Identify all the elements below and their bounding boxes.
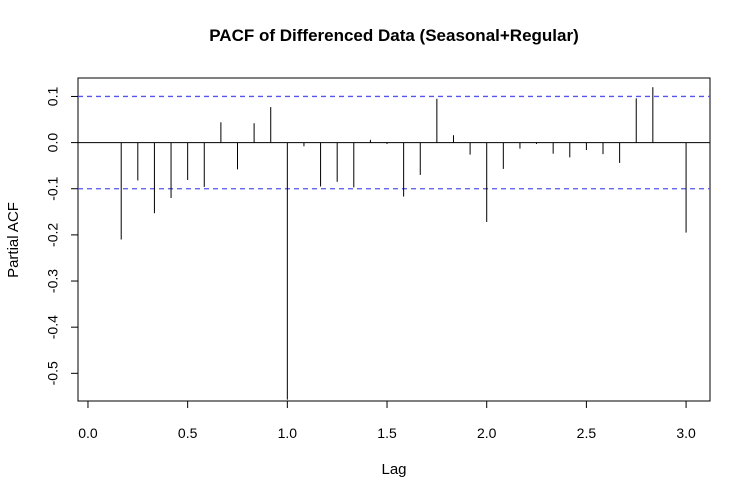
y-tick-label: 0.1 — [45, 87, 61, 107]
y-tick-label: -0.5 — [45, 361, 61, 385]
x-tick-label: 0.0 — [78, 425, 98, 441]
y-axis: -0.5 -0.4 -0.3 -0.2 -0.1 0.0 0.1 — [45, 87, 79, 385]
x-tick-label: 3.0 — [676, 425, 696, 441]
x-tick-label: 0.5 — [178, 425, 198, 441]
y-tick-label: -0.2 — [45, 223, 61, 247]
y-axis-label: Partial ACF — [5, 202, 22, 278]
confidence-bounds — [78, 95, 710, 190]
pacf-bars — [120, 87, 687, 400]
x-tick-label: 1.5 — [377, 425, 397, 441]
y-tick-label: -0.3 — [45, 269, 61, 293]
y-tick-label: 0.0 — [45, 133, 61, 153]
chart-title: PACF of Differenced Data (Seasonal+Regul… — [209, 26, 579, 45]
plot-frame — [77, 77, 711, 402]
x-axis-label: Lag — [381, 461, 406, 478]
x-axis: 0.0 0.5 1.0 1.5 2.0 2.5 3.0 — [78, 400, 696, 441]
y-tick-label: -0.1 — [45, 176, 61, 200]
x-tick-label: 2.0 — [477, 425, 497, 441]
x-tick-label: 2.5 — [577, 425, 597, 441]
x-tick-label: 1.0 — [278, 425, 298, 441]
y-tick-label: -0.4 — [45, 315, 61, 339]
